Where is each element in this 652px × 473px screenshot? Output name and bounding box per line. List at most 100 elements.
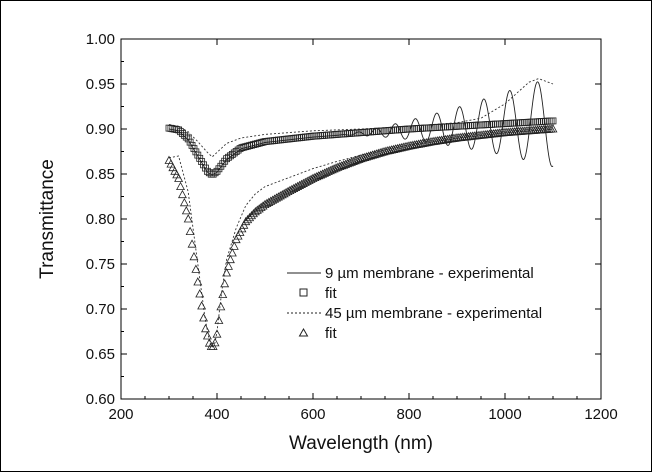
- series-9um-fit-marker: [434, 123, 442, 131]
- series-9um-fit-marker: [319, 132, 327, 139]
- series-45um-fit-marker: [241, 216, 251, 226]
- legend: 9 µm membrane - experimental fit 45 µm m…: [287, 265, 542, 342]
- series-9um-fit-marker: [217, 162, 225, 170]
- series-9um-fit-marker: [455, 122, 463, 130]
- series-9um-fit-marker: [465, 122, 472, 130]
- series-45um-fit-marker: [348, 156, 358, 165]
- series-9um-fit-marker: [332, 131, 340, 138]
- series-9um-fit-marker: [453, 122, 461, 130]
- series-9um-fit-marker: [323, 131, 330, 139]
- series-9um-fit-marker: [338, 130, 346, 138]
- x-tick-label: 400: [204, 406, 229, 423]
- series-9um-fit-marker: [273, 136, 280, 144]
- series-45um-fit-marker: [323, 166, 333, 175]
- x-tick-label: 600: [300, 406, 325, 423]
- series-9um-fit-marker: [305, 133, 313, 141]
- series-45um-fit-marker: [379, 146, 389, 156]
- series-45um-fit-marker: [193, 277, 203, 286]
- series-9um-fit-marker: [344, 130, 351, 138]
- series-9um-fit-marker: [265, 137, 273, 145]
- series-45um-fit-marker: [247, 210, 257, 220]
- series-45um-fit-marker: [216, 302, 226, 311]
- series-45um-fit-marker: [176, 181, 185, 191]
- series-45um-fit-marker: [371, 149, 381, 158]
- series-45um-fit-marker: [548, 124, 558, 133]
- series-9um-fit-marker: [401, 125, 409, 133]
- series-9um-fit-marker: [495, 120, 503, 128]
- series-9um-fit-marker: [303, 133, 311, 141]
- series-45um-fit-marker: [218, 289, 228, 299]
- series-45um-fit-marker: [343, 158, 353, 168]
- series-9um-fit-marker: [480, 121, 488, 129]
- series-45um-fit-marker: [310, 172, 320, 182]
- series-layer: [164, 78, 558, 351]
- series-45um-fit-marker: [306, 174, 316, 183]
- series-45um-fit-marker: [214, 315, 224, 324]
- series-9um-fit-marker: [411, 125, 419, 133]
- series-9um-fit-marker: [520, 119, 528, 126]
- series-45um-fit-marker: [333, 162, 343, 171]
- y-tick-label: 0.70: [86, 301, 115, 318]
- series-9um-fit-marker: [286, 135, 294, 143]
- series-9um-fit-marker: [443, 123, 451, 131]
- series-45um-fit-marker: [224, 261, 233, 270]
- y-axis-title: Transmittance: [37, 159, 58, 279]
- axis-ticks: [120, 38, 602, 400]
- series-45um-fit-marker: [202, 331, 212, 340]
- series-9um-fit-marker: [321, 131, 328, 139]
- series-45um-fit-marker: [366, 150, 376, 160]
- series-45um-fit-marker: [185, 226, 195, 236]
- series-9um-fit-marker: [267, 137, 275, 145]
- series-9um-fit-marker: [330, 131, 338, 139]
- series-9um-fit-marker: [298, 134, 305, 141]
- y-tick-label: 0.65: [86, 346, 115, 363]
- series-9um-fit-marker: [299, 133, 307, 141]
- series-9um-fit-marker: [547, 117, 555, 125]
- y-tick-label: 0.85: [86, 166, 115, 183]
- x-tick-label: 1200: [584, 406, 617, 423]
- series-45um-fit-marker: [201, 323, 210, 333]
- series-45um-fit-marker: [197, 301, 207, 310]
- series-45um-fit-marker: [339, 160, 349, 169]
- series-9um-fit-marker: [282, 135, 290, 143]
- series-9um-fit-marker: [179, 130, 186, 137]
- y-tick-label: 0.75: [86, 256, 115, 273]
- plot-area: [120, 38, 602, 400]
- series-9um-fit-marker: [432, 124, 440, 131]
- y-tick-label: 0.95: [86, 76, 115, 93]
- series-9um-fit-marker: [536, 118, 543, 126]
- series-9um-fit-marker: [422, 124, 430, 132]
- series-9um-fit-marker: [284, 135, 292, 143]
- series-45um-fit-marker: [321, 167, 331, 176]
- series-45um-fit-marker: [373, 148, 383, 157]
- series-9um-fit-marker: [467, 122, 474, 129]
- series-9um-fit-marker: [336, 130, 344, 138]
- series-9um-fit-marker: [334, 130, 342, 138]
- y-tick-label: 1.00: [86, 31, 115, 48]
- series-9um-fit-marker: [180, 131, 188, 139]
- series-9um-fit-marker: [278, 136, 286, 144]
- series-45um-fit-marker: [327, 165, 337, 174]
- series-45um-fit-marker: [256, 202, 266, 211]
- series-9um-fit-marker: [292, 134, 300, 142]
- series-9um-fit-marker: [507, 119, 515, 127]
- series-9um-fit-marker: [530, 118, 538, 126]
- series-9um-fit-marker: [503, 120, 511, 127]
- series-9um-fit-marker: [541, 117, 549, 125]
- y-tick-label: 0.60: [86, 391, 115, 408]
- series-9um-fit-marker: [211, 169, 219, 177]
- series-45um-fit-marker: [350, 156, 360, 165]
- series-9um-fit-marker: [516, 119, 524, 127]
- series-45um-fit-marker: [341, 159, 351, 168]
- series-9um-fit-marker: [288, 135, 296, 142]
- series-45um-fit-marker: [316, 170, 326, 179]
- series-45um-fit-marker: [229, 241, 239, 250]
- series-45um-fit-marker: [210, 338, 220, 347]
- series-45um-fit-marker: [368, 150, 377, 159]
- legend-label-9um-fit: fit: [325, 285, 338, 302]
- series-45um-fit-marker: [375, 148, 385, 157]
- series-9um-fit-marker: [493, 120, 501, 128]
- series-9um-fit-marker: [219, 160, 227, 168]
- series-45um-fit-marker: [181, 206, 191, 215]
